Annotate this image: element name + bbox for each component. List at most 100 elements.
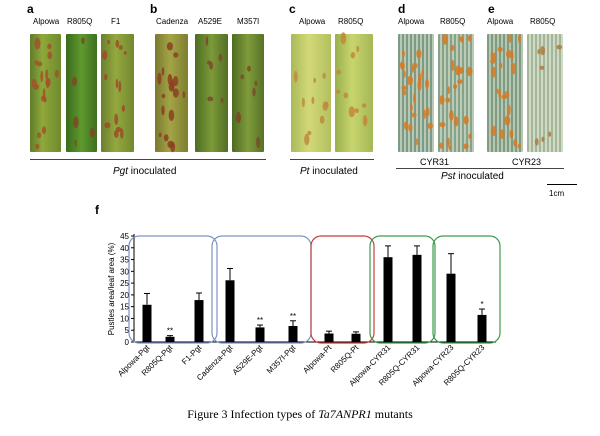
panel-b-label-3: M357I [237, 17, 260, 26]
significance-mark: * [480, 300, 483, 309]
lesion-spot [407, 75, 413, 86]
lesion-spot [415, 138, 419, 146]
lesion-spot [35, 143, 40, 150]
lesion-spot [421, 69, 425, 78]
lesion-spot [102, 50, 108, 60]
lesion-spot [401, 85, 407, 91]
lesion-spot [556, 44, 563, 50]
lesion-spot [403, 121, 409, 130]
bar [477, 314, 487, 342]
lesion-spot [417, 80, 422, 91]
panel-b-label-2: A529E [198, 17, 223, 26]
category-label: A529E-Pgt [231, 343, 265, 377]
lesion-spot [157, 72, 162, 85]
lesion-spot [438, 142, 444, 149]
lesion-spot [453, 116, 459, 127]
lesion-spot [517, 144, 521, 149]
lesion-spot [173, 52, 179, 58]
lesion-spot [411, 112, 417, 118]
lesion-spot [81, 37, 85, 45]
lesion-spot [466, 66, 473, 77]
lesion-spot [115, 126, 122, 132]
lesion-spot [491, 66, 496, 78]
lesion-spot [439, 95, 445, 105]
lesion-spot [348, 106, 355, 118]
bar [446, 273, 456, 342]
lesion-spot [416, 49, 422, 59]
pt-section-label: Pt inoculated [300, 166, 358, 177]
cyr23-label: CYR23 [512, 157, 542, 167]
y-tick-label: 45 [120, 232, 129, 241]
lesion-spot [354, 108, 359, 114]
lesion-spot [301, 97, 305, 108]
lesion-spot [509, 129, 514, 139]
lesion-spot [343, 92, 349, 99]
lesion-spot [115, 78, 119, 89]
lesion-spot [313, 77, 317, 83]
scale-bar-label: 1cm [549, 189, 565, 198]
lesion-spot [447, 86, 450, 95]
lesion-spot [161, 67, 165, 76]
bar [255, 327, 265, 342]
lesion-spot [540, 46, 545, 56]
panel-c-label-2: R805Q [338, 17, 364, 26]
lesion-spot [446, 137, 450, 148]
lesion-spot [497, 46, 503, 53]
lesion-spot [107, 40, 110, 45]
panel-d-label-2: R805Q [440, 17, 466, 26]
lesion-spot [236, 111, 241, 124]
bar [412, 254, 422, 342]
y-tick-label: 30 [120, 267, 129, 276]
lesion-spot [307, 130, 312, 136]
lesion-spot [504, 115, 511, 126]
y-tick-label: 20 [120, 291, 129, 300]
significance-mark: ** [167, 327, 173, 336]
lesion-spot [513, 138, 518, 147]
lesion-spot [41, 126, 47, 134]
panel-c-label-1: Alpowa [299, 17, 326, 26]
panel-d-label-1: Alpowa [398, 17, 425, 26]
bar [142, 304, 152, 342]
panel-b-label-1: Cadenza [156, 17, 189, 26]
scale-bar [547, 184, 577, 185]
lesion-spot [498, 89, 502, 99]
lesion-spot [168, 81, 175, 92]
lesion-spot [121, 104, 126, 112]
y-tick-label: 35 [120, 256, 129, 265]
lesion-spot [467, 34, 472, 42]
category-label: F1-Pgt [180, 343, 204, 367]
leaf-b-m357i [232, 34, 264, 152]
lesion-spot [541, 136, 545, 142]
lesion-spot [499, 129, 505, 139]
lesion-spot [350, 52, 355, 59]
bar [324, 333, 334, 342]
cyr31-label: CYR31 [420, 157, 450, 167]
lesion-spot [205, 36, 209, 46]
panel-f-letter: f [95, 203, 99, 217]
lesion-spot [335, 89, 341, 94]
lesion-spot [182, 91, 186, 99]
lesion-spot [163, 134, 169, 142]
leaf-b-cadenza [155, 34, 188, 152]
lesion-spot [490, 125, 497, 137]
lesion-spot [172, 88, 179, 98]
lesion-spot [457, 79, 463, 84]
panel-a-label-2: R805Q [67, 17, 93, 26]
lesion-spot [206, 60, 211, 65]
lesion-spot [539, 65, 545, 70]
lesion-spot [425, 106, 430, 117]
panel-e-label-2: R805Q [530, 17, 556, 26]
figure-caption: Figure 3 Infection types of Ta7ANPR1 mut… [187, 407, 413, 421]
pt-section-line [290, 159, 374, 160]
lesion-spot [356, 45, 360, 53]
lesion-spot [448, 145, 451, 150]
pgt-section-line [30, 159, 266, 160]
panel-c-letter: c [289, 2, 296, 16]
lesion-spot [293, 70, 298, 83]
lesion-spot [104, 122, 111, 129]
y-tick-label: 15 [120, 303, 129, 312]
lesion-spot [168, 109, 175, 122]
lesion-spot [362, 114, 368, 127]
lesion-spot [118, 80, 122, 93]
